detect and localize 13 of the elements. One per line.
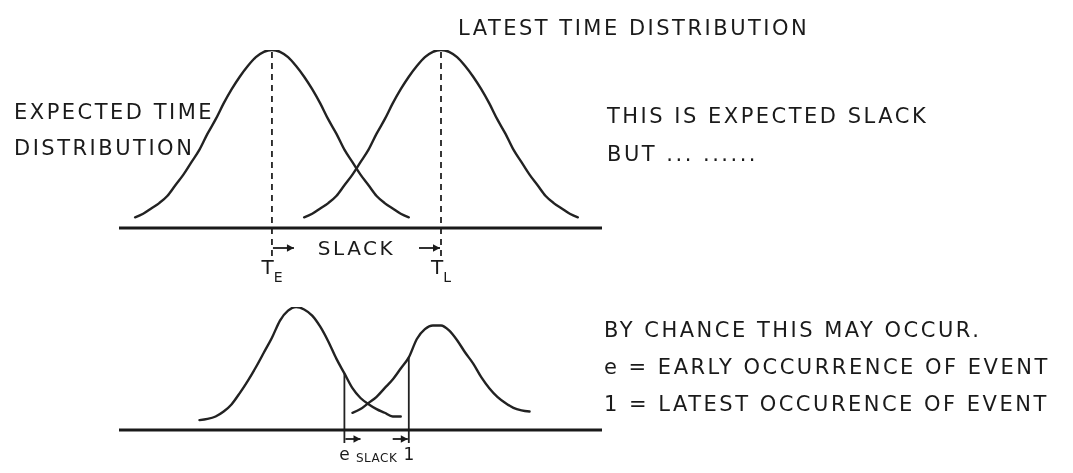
x-tick-label: T$_{E}$	[260, 255, 283, 285]
series-label: LATEST TIME DISTRIBUTION	[458, 16, 811, 40]
x-tick-label: 1	[403, 444, 415, 464]
text: SLACK	[317, 236, 396, 261]
text: SLACK	[355, 450, 398, 465]
x-tick-label: e	[339, 444, 350, 464]
text: BUT ... ......	[607, 142, 759, 166]
text: e = EARLY OCCURRENCE OF EVENT	[604, 355, 1050, 379]
text: 1 = LATEST OCCURENCE OF EVENT	[604, 392, 1049, 416]
x-tick-label: T$_{L}$	[429, 255, 452, 285]
series-label: EXPECTED TIME DISTRIBUTION	[14, 99, 216, 162]
text: THIS IS EXPECTED SLACK	[607, 104, 929, 128]
text: BY CHANCE THIS MAY OCCUR.	[604, 318, 982, 342]
